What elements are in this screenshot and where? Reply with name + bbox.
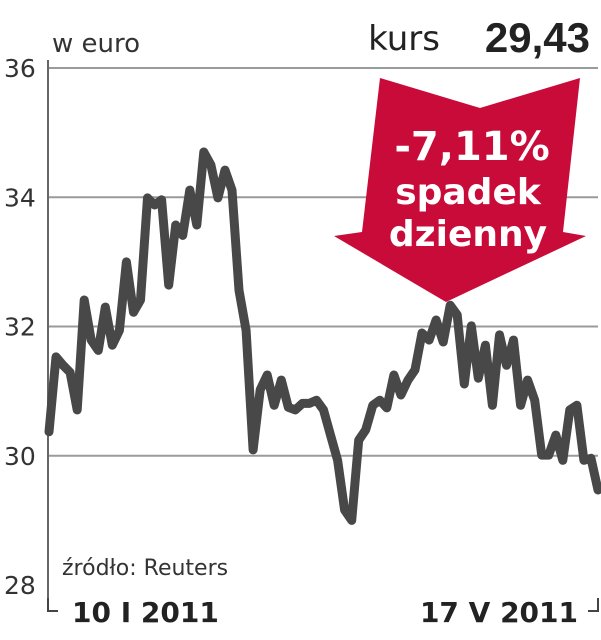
x-label-end: 17 V 2011 — [420, 596, 578, 629]
gridlines — [48, 67, 598, 457]
y-tick-label: 34 — [4, 183, 36, 212]
y-tick-label: 28 — [4, 571, 36, 600]
x-label-start: 10 I 2011 — [72, 596, 219, 629]
y-tick-label: 32 — [4, 313, 36, 342]
price-line — [44, 147, 601, 525]
price-label: kurs — [368, 19, 440, 59]
down-arrow-badge — [334, 78, 586, 302]
y-tick-label: 30 — [4, 442, 36, 471]
price-value: 29,43 — [485, 14, 590, 61]
y-axis-ticks: 28 30 32 34 36 — [4, 54, 36, 600]
x-range-start-bracket — [47, 598, 58, 612]
x-range-end-bracket — [588, 598, 599, 612]
unit-label: w euro — [52, 29, 140, 59]
y-tick-label: 36 — [4, 54, 36, 83]
source-label: źródło: Reuters — [62, 556, 228, 581]
daily-change-label-1: spadek — [395, 172, 542, 213]
daily-change-label-2: dzienny — [389, 214, 547, 255]
daily-change-value: -7,11% — [394, 124, 549, 170]
